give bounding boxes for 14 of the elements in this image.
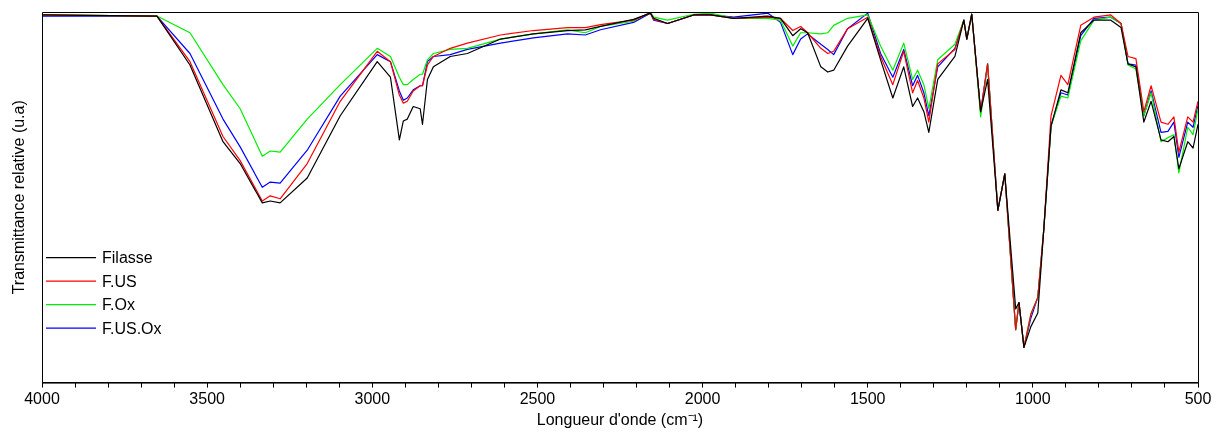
legend-label: F.Ox [102,296,135,314]
legend-label: F.US [102,272,137,290]
x-tick-label: 500 [1184,389,1212,407]
x-tick-label: 4000 [24,389,60,407]
y-axis-title: Transmittance relative (u.a) [10,100,28,295]
x-tick-label: 2500 [519,389,556,407]
x-tick-label: 1000 [1015,389,1051,407]
legend-label: F.US.Ox [102,319,162,337]
x-tick-label: 3000 [354,389,391,407]
x-tick-label: 1500 [849,389,886,407]
x-axis-title: Longueur d'onde (cm⁻¹) [536,410,704,428]
x-tick-label: 2000 [684,389,721,407]
legend-label: Filasse [102,249,153,267]
x-tick-label: 3500 [189,389,226,407]
